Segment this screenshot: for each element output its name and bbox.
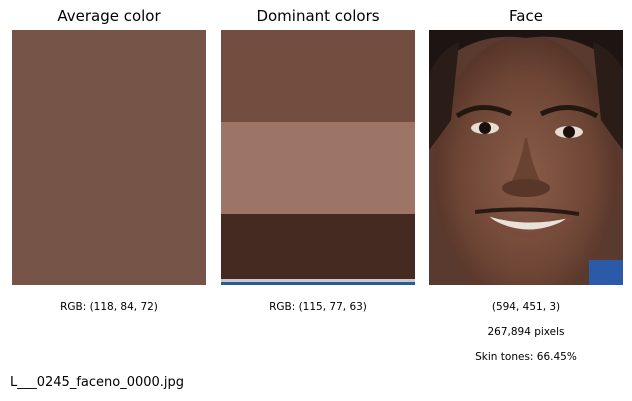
dominant-colors-stack — [221, 30, 415, 285]
face-image-shape: (594, 451, 3) — [491, 301, 561, 313]
dominant-colors-title: Dominant colors — [256, 7, 380, 25]
dominant-color-band — [221, 122, 415, 214]
dominant-color-band — [221, 30, 415, 122]
average-color-title: Average color — [57, 7, 161, 25]
average-color-swatch — [12, 30, 206, 285]
average-color-rgb: RGB: (118, 84, 72) — [60, 301, 158, 313]
face-title: Face — [509, 7, 543, 25]
dominant-color-band — [221, 214, 415, 279]
face-pixel-count: 267,894 pixels — [487, 326, 565, 338]
dominant-color-rgb: RGB: (115, 77, 63) — [269, 301, 367, 313]
dominant-color-band — [221, 282, 415, 285]
face-photo — [429, 30, 623, 285]
skin-tone-percentage: Skin tones: 66.45% — [475, 351, 577, 363]
dominant-color-band — [221, 279, 415, 282]
image-filename: L___0245_faceno_0000.jpg — [10, 375, 185, 390]
